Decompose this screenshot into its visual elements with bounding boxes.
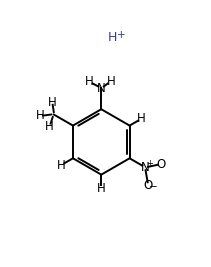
Text: O: O [156,158,166,171]
Text: +: + [117,30,125,40]
Text: −: − [149,182,158,192]
Text: H: H [106,75,115,88]
Text: H: H [108,31,118,44]
Text: +: + [146,159,153,168]
Text: N: N [141,161,150,174]
Text: H: H [85,75,94,88]
Text: H: H [36,109,45,122]
Text: H: H [48,96,57,109]
Text: H: H [45,120,54,133]
Text: O: O [143,179,152,192]
Text: H: H [97,182,106,195]
Text: H: H [137,112,146,125]
Text: N: N [97,82,106,95]
Text: H: H [57,159,65,172]
